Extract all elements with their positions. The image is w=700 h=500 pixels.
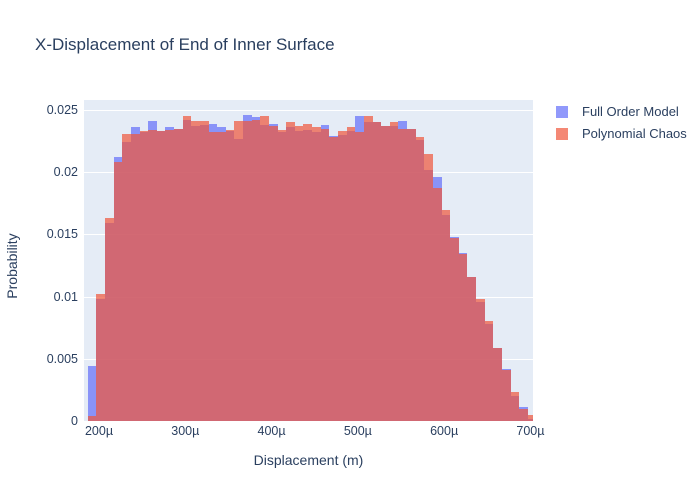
polynomial-chaos-bar — [363, 116, 373, 421]
polynomial-chaos-bar — [519, 408, 528, 421]
legend: Full Order Model Polynomial Chaos — [556, 104, 687, 148]
legend-item-polynomial-chaos[interactable]: Polynomial Chaos — [556, 126, 687, 141]
polynomial-chaos-bar — [527, 414, 533, 421]
polynomial-chaos-bar — [501, 370, 511, 421]
polynomial-chaos-bar — [139, 131, 149, 421]
x-tick-label: 300µ — [171, 424, 200, 438]
polynomial-chaos-bar — [113, 162, 123, 421]
y-tick-label: 0.02 — [53, 165, 78, 180]
polynomial-chaos-bar — [441, 209, 451, 421]
polynomial-chaos-bar — [260, 116, 269, 421]
y-axis-title: Probability — [4, 233, 20, 299]
polynomial-chaos-bar — [424, 153, 433, 421]
polynomial-chaos-bar — [355, 132, 364, 421]
polynomial-chaos-bar — [389, 122, 399, 421]
polynomial-chaos-bar — [182, 116, 192, 421]
polynomial-chaos-bar — [415, 137, 425, 421]
polynomial-chaos-bar — [225, 129, 235, 421]
polynomial-chaos-bar — [122, 133, 131, 421]
polynomial-chaos-bar — [199, 121, 209, 421]
y-tick-label: 0.025 — [46, 103, 78, 117]
legend-label: Full Order Model — [582, 104, 679, 119]
x-tick-label: 700µ — [516, 424, 545, 438]
legend-item-full-order-model[interactable]: Full Order Model — [556, 104, 687, 119]
polynomial-chaos-bar — [338, 131, 347, 421]
polynomial-chaos-bar — [294, 126, 304, 421]
polynomial-chaos-bar — [165, 129, 175, 421]
plot-area — [84, 100, 533, 421]
full-order-model-bar — [87, 366, 97, 421]
polynomial-chaos-swatch-icon — [556, 127, 568, 140]
polynomial-chaos-bar — [217, 132, 226, 421]
polynomial-chaos-bar — [510, 392, 520, 421]
polynomial-chaos-bar — [251, 119, 261, 421]
polynomial-chaos-bar — [407, 128, 416, 421]
polynomial-chaos-bar — [148, 129, 157, 421]
polynomial-chaos-bar — [87, 416, 97, 421]
polynomial-chaos-bar — [208, 132, 218, 421]
chart-title: X-Displacement of End of Inner Surface — [35, 35, 335, 54]
polynomial-chaos-bar — [329, 137, 338, 421]
y-tick-label: 0 — [71, 414, 78, 428]
polynomial-chaos-bar — [174, 128, 183, 421]
polynomial-chaos-bar — [398, 128, 408, 421]
polynomial-chaos-bar — [312, 127, 321, 421]
polynomial-chaos-bar — [286, 122, 295, 421]
polynomial-chaos-bar — [467, 276, 477, 421]
polynomial-chaos-bar — [493, 347, 502, 421]
polynomial-chaos-bar — [372, 122, 382, 421]
polynomial-chaos-bar — [346, 127, 356, 421]
polynomial-chaos-bar — [458, 254, 468, 421]
legend-label: Polynomial Chaos — [582, 126, 687, 141]
polynomial-chaos-bar — [243, 121, 252, 421]
full-order-model-swatch-icon — [556, 105, 568, 118]
x-tick-label: 600µ — [430, 424, 459, 438]
polynomial-chaos-bar — [105, 218, 114, 421]
polynomial-chaos-bar — [320, 128, 330, 421]
polynomial-chaos-bar — [476, 299, 485, 421]
y-tick-label: 0.015 — [46, 227, 78, 242]
polynomial-chaos-bar — [234, 121, 244, 421]
polynomial-chaos-bar — [268, 126, 278, 421]
polynomial-chaos-bar — [191, 121, 200, 421]
polynomial-chaos-bar — [156, 131, 166, 421]
polynomial-chaos-bar — [381, 126, 390, 421]
polynomial-chaos-bar — [484, 321, 494, 421]
y-tick-label: 0.01 — [53, 289, 78, 304]
x-tick-label: 200µ — [84, 424, 114, 438]
y-tick-label: 0.005 — [46, 351, 78, 366]
polynomial-chaos-bar — [303, 123, 313, 421]
x-axis-title: Displacement (m) — [253, 452, 364, 468]
polynomial-chaos-bar — [277, 129, 287, 421]
x-tick-label: 500µ — [343, 424, 372, 438]
polynomial-chaos-bar — [432, 188, 442, 421]
x-tick-label: 400µ — [257, 424, 286, 438]
polynomial-chaos-bar — [130, 133, 140, 421]
polynomial-chaos-bar — [96, 294, 106, 421]
polynomial-chaos-bar — [450, 238, 459, 421]
gridline — [84, 110, 533, 111]
